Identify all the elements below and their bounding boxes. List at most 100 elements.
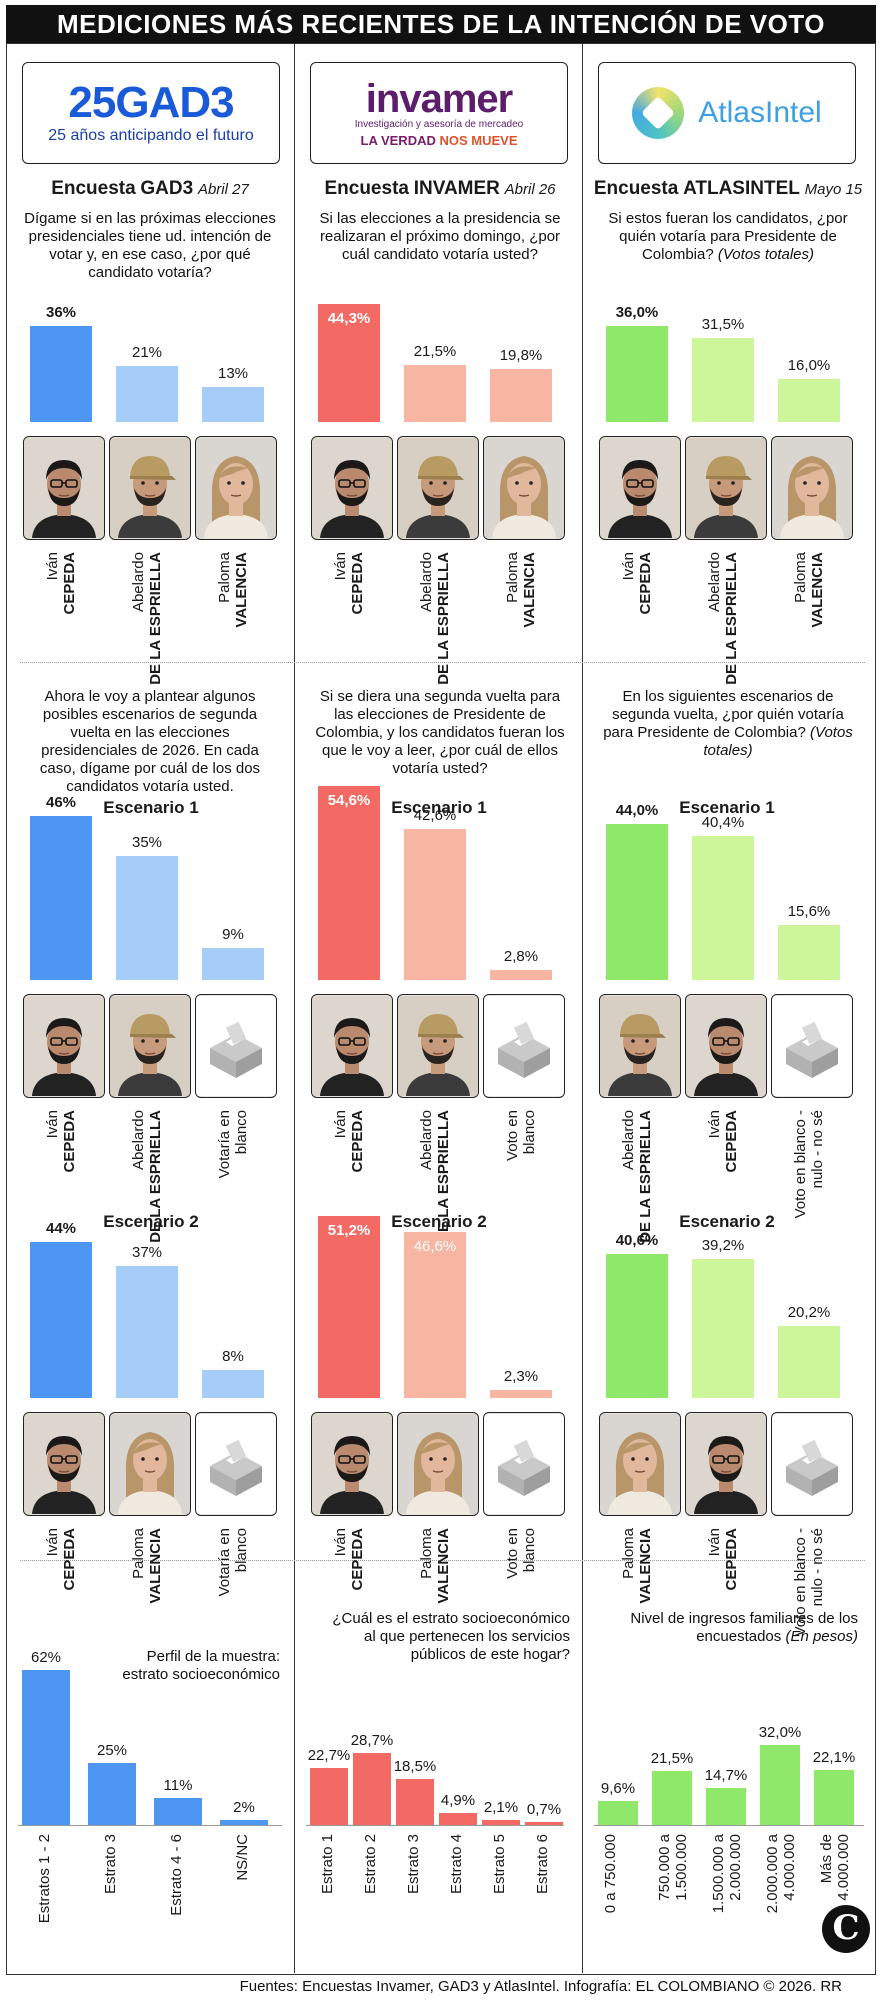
candidate-first-name: Abelardo bbox=[418, 552, 435, 613]
bar bbox=[606, 823, 668, 980]
category-label: 750.000 a 1.500.000 bbox=[656, 1834, 690, 1901]
candidate-name: Abelardo DE LA ESPRIELLA bbox=[706, 552, 746, 702]
bar bbox=[404, 1232, 466, 1398]
data-label: 9% bbox=[222, 926, 244, 943]
invamer-scenario-1-label: Escenario 1 bbox=[391, 798, 487, 817]
data-label: 4,9% bbox=[440, 1791, 476, 1809]
candidate-first-name: Paloma bbox=[792, 552, 809, 603]
ballot-box-icon bbox=[771, 994, 853, 1098]
atlasintel-survey-header: Encuesta ATLASINTEL Mayo 15 bbox=[593, 178, 863, 199]
bar bbox=[318, 1215, 380, 1398]
invamer-logo-mark: invamer bbox=[365, 76, 513, 121]
page-title: MEDICIONES MÁS RECIENTES DE LA INTENCIÓN… bbox=[6, 5, 876, 43]
baseline bbox=[18, 1825, 282, 1826]
bar bbox=[202, 1369, 264, 1398]
data-label: 28,7% bbox=[350, 1732, 394, 1750]
candidate-first-name: Voto en bbox=[504, 1110, 521, 1161]
bar bbox=[439, 1812, 477, 1825]
bar bbox=[30, 816, 92, 980]
ballot-box-icon bbox=[483, 1412, 565, 1516]
bar bbox=[318, 785, 380, 980]
candidate-last-name: DE LA ESPRIELLA bbox=[723, 552, 740, 685]
bar bbox=[202, 948, 264, 980]
bar bbox=[116, 855, 178, 980]
candidate-name: Abelardo DE LA ESPRIELLA bbox=[130, 1110, 170, 1260]
data-label: 39,2% bbox=[701, 1236, 745, 1254]
data-label: 40,6% bbox=[615, 1231, 659, 1249]
candidate-last-name: CEPEDA bbox=[349, 1528, 366, 1591]
candidate-first-name: Paloma bbox=[620, 1528, 637, 1579]
baseline bbox=[594, 1825, 864, 1826]
data-label: 36% bbox=[45, 304, 77, 321]
atlasintel-scenario-1-label: Escenario 1 bbox=[679, 798, 775, 817]
bar bbox=[318, 303, 380, 422]
gad3-second-round-question: Ahora le voy a plantear algunos posibles… bbox=[39, 688, 261, 795]
candidate-photo bbox=[109, 994, 191, 1098]
ballot-box-icon bbox=[483, 994, 565, 1098]
data-label: 46% bbox=[45, 794, 77, 812]
bar bbox=[598, 1801, 638, 1825]
candidate-name: Paloma VALENCIA bbox=[130, 1528, 170, 1678]
bar bbox=[778, 379, 840, 422]
atlasintel-second-round-question: En los siguientes escenarios de segunda … bbox=[603, 688, 853, 759]
candidate-photo bbox=[311, 436, 393, 540]
data-label: 22,7% bbox=[307, 1747, 351, 1765]
candidate-last-name: VALENCIA bbox=[435, 1528, 452, 1604]
ballot-box-icon bbox=[195, 1412, 277, 1516]
candidate-last-name: CEPEDA bbox=[723, 1528, 740, 1591]
gad3-logo: 25GAD3 25 años anticipando el futuro bbox=[22, 62, 280, 164]
bar bbox=[396, 1778, 434, 1825]
candidate-last-name: blanco bbox=[521, 1110, 538, 1155]
column-divider bbox=[294, 43, 295, 1973]
candidate-photo bbox=[771, 436, 853, 540]
candidate-last-name: blanco bbox=[233, 1528, 250, 1573]
invamer-second-round-question: Si se diera una segunda vuelta para las … bbox=[315, 688, 565, 777]
data-label: 35% bbox=[131, 833, 163, 851]
invamer-scenario-2-label: Escenario 2 bbox=[391, 1212, 487, 1231]
category-label: Estrato 2 bbox=[362, 1834, 379, 1895]
candidate-photo bbox=[685, 1412, 767, 1516]
bar bbox=[154, 1797, 202, 1825]
bar bbox=[30, 326, 92, 422]
candidate-photo bbox=[685, 994, 767, 1098]
bar bbox=[778, 1326, 840, 1398]
candidate-name: Votaría en blanco bbox=[216, 1528, 256, 1678]
bar bbox=[606, 1253, 668, 1398]
section-divider bbox=[20, 662, 865, 663]
candidate-photo bbox=[23, 436, 105, 540]
invamer-survey-header: Encuesta INVAMER Abril 26 bbox=[324, 178, 556, 199]
gad3-survey-header: Encuesta GAD3 Abril 27 bbox=[51, 178, 249, 199]
data-label: 54,6% bbox=[327, 791, 371, 809]
candidate-name: Paloma VALENCIA bbox=[418, 1528, 458, 1678]
data-label: 44% bbox=[45, 1219, 77, 1237]
candidate-photo bbox=[311, 1412, 393, 1516]
category-label: Estratos 1 - 2 bbox=[36, 1834, 53, 1924]
bar bbox=[404, 828, 466, 980]
candidate-photo bbox=[397, 994, 479, 1098]
category-label: 0 a 750.000 bbox=[602, 1834, 619, 1914]
bar bbox=[220, 1820, 268, 1825]
candidate-name: Iván CEPEDA bbox=[620, 552, 660, 702]
candidate-name: Iván CEPEDA bbox=[332, 1528, 372, 1678]
atlasintel-ring-icon bbox=[632, 87, 685, 139]
bar bbox=[353, 1753, 391, 1825]
data-label: 62% bbox=[30, 1649, 62, 1666]
data-label: 25% bbox=[96, 1741, 128, 1759]
candidate-photo bbox=[397, 1412, 479, 1516]
infographic-frame bbox=[6, 43, 876, 1975]
bar bbox=[490, 369, 552, 422]
candidate-photo bbox=[311, 994, 393, 1098]
candidate-name: Iván CEPEDA bbox=[44, 552, 84, 702]
data-label: 20,2% bbox=[787, 1304, 831, 1322]
gad3-scenario-2-label: Escenario 2 bbox=[103, 1212, 199, 1231]
invamer-logo-sub: Investigación y asesoría de mercadeo bbox=[354, 118, 524, 130]
candidate-last-name: CEPEDA bbox=[637, 552, 654, 615]
candidate-photo bbox=[109, 436, 191, 540]
candidate-name: Abelardo DE LA ESPRIELLA bbox=[130, 552, 170, 702]
candidate-last-name: DE LA ESPRIELLA bbox=[147, 552, 164, 685]
data-label: 40,4% bbox=[701, 814, 745, 832]
data-label: 2,8% bbox=[503, 948, 539, 966]
candidate-name: Abelardo DE LA ESPRIELLA bbox=[418, 552, 458, 702]
el-colombiano-logo: C bbox=[822, 1905, 870, 1953]
data-label: 19,8% bbox=[499, 347, 543, 365]
